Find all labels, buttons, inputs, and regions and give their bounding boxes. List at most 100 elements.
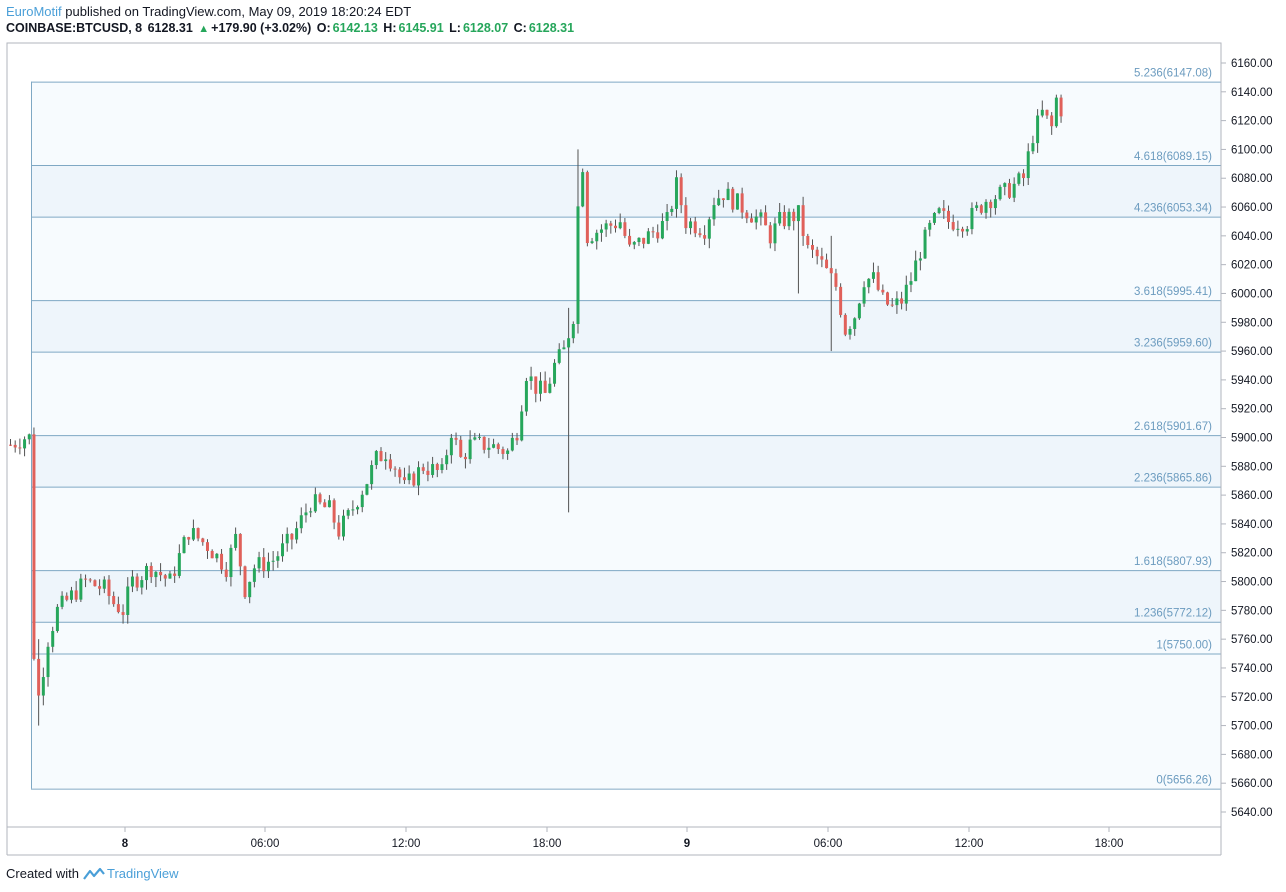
candle-body	[984, 201, 988, 213]
candle-body	[726, 188, 730, 201]
candle-body	[84, 578, 88, 580]
candle-body	[843, 314, 847, 335]
candle-body	[1022, 173, 1026, 179]
candle-body	[402, 477, 406, 481]
candle-body	[98, 586, 102, 589]
price-axis[interactable]: 5640.00 5660.00 5680.00 5700.00 5720.00 5740.…	[1221, 58, 1273, 819]
tradingview-link[interactable]: TradingView	[83, 866, 179, 881]
x-tick-label: 18:00	[1095, 838, 1124, 850]
candle-body	[412, 473, 416, 486]
candle-body	[820, 256, 824, 260]
candle-body	[210, 550, 214, 559]
candle-body	[918, 258, 922, 261]
candle-body	[370, 465, 374, 485]
candle-body	[665, 212, 669, 221]
candle-body	[393, 468, 397, 470]
last-price: 6128.31	[147, 21, 193, 35]
candle-body	[890, 304, 894, 306]
candle-body	[74, 590, 78, 600]
candle-body	[262, 557, 266, 572]
y-tick-label: 5740.00	[1231, 663, 1273, 675]
candle-body	[482, 436, 486, 450]
candle-body	[102, 579, 106, 589]
candle-body	[41, 677, 45, 696]
candle-body	[773, 223, 777, 244]
candle-body	[191, 528, 195, 540]
candle-body	[698, 233, 702, 236]
candle-body	[670, 208, 674, 213]
candle-body	[79, 578, 83, 600]
y-tick-label: 5860.00	[1231, 490, 1273, 502]
candle-body	[679, 177, 683, 206]
candle-body	[825, 259, 829, 269]
fib-label-1.236: 1.236(5772.12)	[1134, 608, 1212, 620]
close-label: C:	[513, 21, 527, 35]
candle-body	[154, 571, 158, 578]
candle-body	[257, 557, 261, 569]
candle-body	[750, 218, 754, 223]
candle-body	[581, 172, 585, 207]
up-arrow-icon: ▲	[198, 23, 210, 35]
y-tick-label: 6040.00	[1231, 231, 1273, 243]
candle-body	[810, 244, 814, 250]
y-tick-label: 5720.00	[1231, 692, 1273, 704]
candle-body	[360, 494, 364, 508]
candle-body	[534, 376, 538, 394]
candle-body	[426, 470, 430, 475]
candle-body	[93, 580, 97, 587]
candle-body	[116, 604, 120, 613]
candle-body	[69, 590, 73, 600]
y-tick-label: 5780.00	[1231, 605, 1273, 617]
candle-body	[848, 328, 852, 335]
candle-body	[792, 211, 796, 222]
fib-band-3	[31, 165, 1221, 217]
candle-body	[224, 569, 228, 578]
candle-body	[764, 212, 768, 226]
price-chart[interactable]: 0(5656.26) 1(5750.00) 1.236(5772.12) 1.618(…	[0, 0, 1286, 860]
y-tick-label: 5640.00	[1231, 807, 1273, 819]
fib-label-0: 0(5656.26)	[1156, 775, 1212, 787]
candle-body	[914, 260, 918, 282]
candle-body	[646, 231, 650, 244]
candle-body	[365, 484, 369, 495]
candle-body	[163, 575, 167, 579]
fib-label-2.618: 2.618(5901.67)	[1134, 421, 1212, 433]
candle-body	[768, 225, 772, 244]
candle-body	[112, 596, 116, 605]
candle-body	[454, 437, 458, 440]
candle-body	[309, 511, 313, 513]
candle-body	[590, 241, 594, 244]
candle-body	[9, 444, 12, 446]
candle-body	[576, 206, 580, 325]
candle-body	[492, 444, 496, 448]
fib-levels: 0(5656.26) 1(5750.00) 1.236(5772.12) 1.618(…	[31, 68, 1221, 790]
y-tick-label: 6080.00	[1231, 173, 1273, 185]
candle-body	[520, 411, 524, 441]
candle-body	[51, 631, 55, 647]
candle-body	[623, 222, 627, 236]
candle-body	[937, 208, 941, 213]
candle-body	[459, 439, 463, 457]
candle-body	[281, 543, 285, 557]
candle-body	[449, 437, 453, 456]
candle-body	[299, 515, 303, 529]
x-tick-label: 06:00	[251, 838, 280, 850]
author-link[interactable]: EuroMotif	[6, 4, 62, 19]
candle-body	[735, 193, 739, 210]
candle-body	[130, 576, 134, 587]
candle-body	[107, 579, 111, 597]
candle-body	[604, 223, 608, 230]
candle-body	[998, 186, 1002, 200]
fib-band-1	[31, 435, 1221, 487]
candle-body	[979, 205, 983, 213]
candle-body	[243, 566, 247, 598]
fib-label-5.236: 5.236(6147.08)	[1134, 68, 1212, 80]
candle-body	[618, 222, 622, 229]
y-tick-label: 5900.00	[1231, 433, 1273, 445]
time-axis[interactable]: 8 06:00 12:00 18:00 9 06:00 12:00 18:00	[122, 827, 1124, 850]
candle-body	[628, 235, 632, 245]
candle-body	[1031, 143, 1035, 152]
candle-body	[65, 595, 69, 600]
candle-body	[928, 222, 932, 230]
candle-body	[839, 286, 843, 315]
